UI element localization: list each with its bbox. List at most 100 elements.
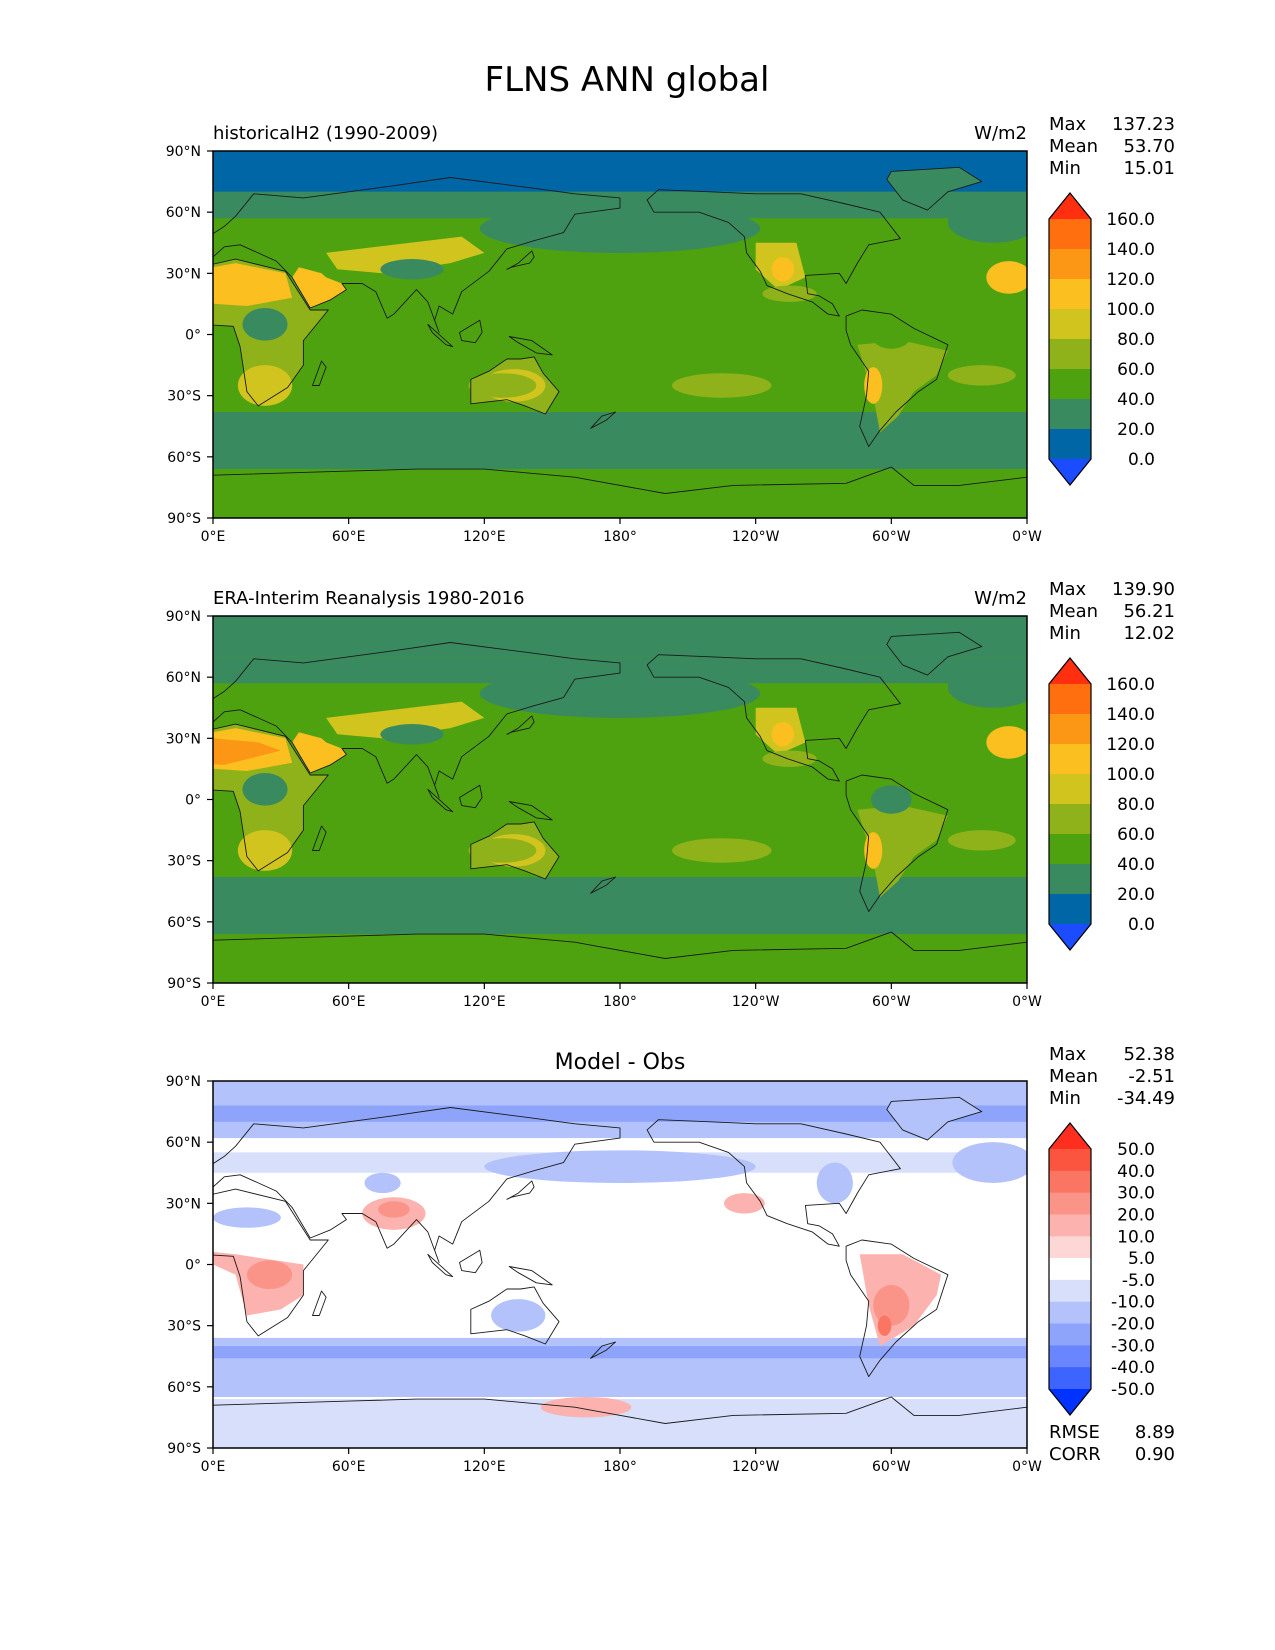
- field-band: [213, 876, 1027, 935]
- colorbar-segment: [1049, 804, 1091, 835]
- greenland-diff: [886, 1097, 982, 1141]
- colorbar-label: 40.0: [1117, 390, 1155, 410]
- field-patch: [947, 830, 1016, 851]
- coastline-africa: [213, 1188, 329, 1337]
- coastline-borneo: [459, 784, 483, 809]
- stat-value-mean: 56.21: [1123, 601, 1175, 622]
- panel-left-title: historicalH2 (1990-2009): [213, 123, 438, 144]
- coastline-newGuinea: [508, 1266, 553, 1286]
- coastline-greenland: [886, 166, 983, 211]
- field-patch: [242, 772, 288, 806]
- colorbar-segment: [1049, 369, 1091, 400]
- coastline-eurasia: [213, 1107, 621, 1263]
- stat-label-corr: CORR: [1049, 1444, 1101, 1465]
- y-tick-label: 0°: [185, 1258, 201, 1274]
- coastline-madagascar: [312, 360, 327, 386]
- coastline-borneo: [459, 1249, 483, 1274]
- coastline-antarctica: [213, 466, 1027, 518]
- y-tick-label: 60°N: [166, 670, 201, 686]
- coastline-eurasia: [213, 177, 621, 333]
- central-asia-field: [326, 236, 485, 274]
- colorbar-segment: [1049, 339, 1091, 370]
- x-tick-label: 60°W: [872, 529, 911, 545]
- field-patch: [771, 257, 795, 282]
- x-tick-label: 60°E: [332, 529, 366, 545]
- x-tick-label: 0°W: [1012, 529, 1042, 545]
- colorbar-extend-min: [1049, 459, 1091, 485]
- field-band: [213, 501, 1027, 518]
- field-patch: [380, 259, 444, 280]
- panel-titles: ERA-Interim Reanalysis 1980-2016 W/m2: [213, 588, 1027, 609]
- field-patch: [468, 373, 537, 398]
- colorbar-label: 40.0: [1117, 855, 1155, 875]
- panel-left-title: ERA-Interim Reanalysis 1980-2016: [213, 588, 525, 609]
- colorbar-extend-min: [1049, 924, 1091, 950]
- colorbar-extend-max: [1049, 658, 1091, 684]
- stat-value-corr: 0.90: [1135, 1444, 1175, 1465]
- field-patch: [952, 1142, 1027, 1183]
- colorbar-segment: [1049, 774, 1091, 805]
- colorbar-segment: [1049, 429, 1091, 460]
- colorbar-label: -10.0: [1111, 1293, 1155, 1313]
- field-patch: [540, 1397, 632, 1418]
- panel-reference: 0°E 60°E 120°E 180° 120°W 60°W 0°W 90°N 60°N 30°N…: [166, 579, 1175, 1010]
- colorbar-label: 0.0: [1128, 450, 1155, 470]
- axes: 0°E 60°E 120°E 180° 120°W 60°W 0°W 90°N 60°N 30°N…: [166, 144, 1042, 545]
- x-tick-label: 120°E: [463, 1459, 506, 1475]
- colorbar-segment: [1049, 219, 1091, 250]
- x-tick-label: 0°E: [201, 994, 226, 1010]
- x-tick-label: 0°W: [1012, 1459, 1042, 1475]
- y-tick-label: 0°: [185, 793, 201, 809]
- x-tick-label: 0°E: [201, 1459, 226, 1475]
- stat-label-mean: Mean: [1049, 1066, 1098, 1087]
- map-test: [213, 151, 1027, 518]
- colorbar-extend-max: [1049, 1123, 1091, 1149]
- field-patch: [986, 261, 1027, 294]
- colorbar-segment: [1049, 1367, 1091, 1390]
- field-patch: [237, 365, 293, 406]
- colorbar-segment: [1049, 1236, 1091, 1259]
- field-patch: [724, 1193, 765, 1214]
- colorbar-label: 120.0: [1106, 270, 1155, 290]
- y-tick-label: 90°N: [166, 144, 201, 160]
- coastline-sumatra: [427, 788, 454, 813]
- field-patch: [378, 1201, 410, 1218]
- panels: 0°E 60°E 120°E 180° 120°W 60°W 0°W 90°N 60°N 30°N…: [166, 114, 1175, 1475]
- coastline-australia: [470, 1286, 560, 1345]
- y-tick-label: 60°N: [166, 205, 201, 221]
- stat-value-mean: 53.70: [1123, 136, 1175, 157]
- y-tick-label: 0°: [185, 328, 201, 344]
- y-tick-label: 60°N: [166, 1135, 201, 1151]
- colorbar: 0.0 20.0 40.0 60.0 80.0 100.0 120.0 140.0 160.0: [1048, 192, 1155, 486]
- panel-diff: 0°E 60°E 120°E 180° 120°W 60°W 0°W 90°N 60°N 30°N…: [166, 1044, 1175, 1475]
- colorbar-segment: [1049, 1279, 1091, 1303]
- colorbar-label: 160.0: [1106, 675, 1155, 695]
- coastline-northAmerica: [646, 1119, 901, 1247]
- stat-label-max: Max: [1049, 114, 1087, 135]
- coastline-antarctica: [213, 931, 1027, 983]
- stat-label-mean: Mean: [1049, 136, 1098, 157]
- x-tick-label: 0°E: [201, 529, 226, 545]
- stat-value-min: 12.02: [1123, 623, 1175, 644]
- colorbar-segment: [1049, 1192, 1091, 1215]
- stat-label-min: Min: [1049, 623, 1081, 644]
- colorbar-segment: [1049, 1214, 1091, 1237]
- y-tick-label: 30°N: [166, 731, 201, 747]
- colorbar-outline: [1048, 1122, 1092, 1416]
- y-tick-label: 30°N: [166, 1196, 201, 1212]
- x-tick-label: 120°W: [732, 1459, 780, 1475]
- y-tick-label: 90°S: [167, 1441, 201, 1457]
- colorbar-label: 120.0: [1106, 735, 1155, 755]
- stat-label-max: Max: [1049, 579, 1087, 600]
- coastline-sumatra: [427, 1253, 454, 1278]
- field-patch: [947, 365, 1016, 386]
- field-patch: [864, 832, 883, 869]
- colorbar-extend-max: [1049, 193, 1091, 219]
- field-patch: [237, 830, 293, 871]
- x-tick-label: 0°W: [1012, 994, 1042, 1010]
- coastline-newZealand: [590, 1341, 616, 1359]
- colorbar-label: 0.0: [1128, 915, 1155, 935]
- field-patch: [672, 373, 772, 398]
- sahara-core: [213, 738, 281, 765]
